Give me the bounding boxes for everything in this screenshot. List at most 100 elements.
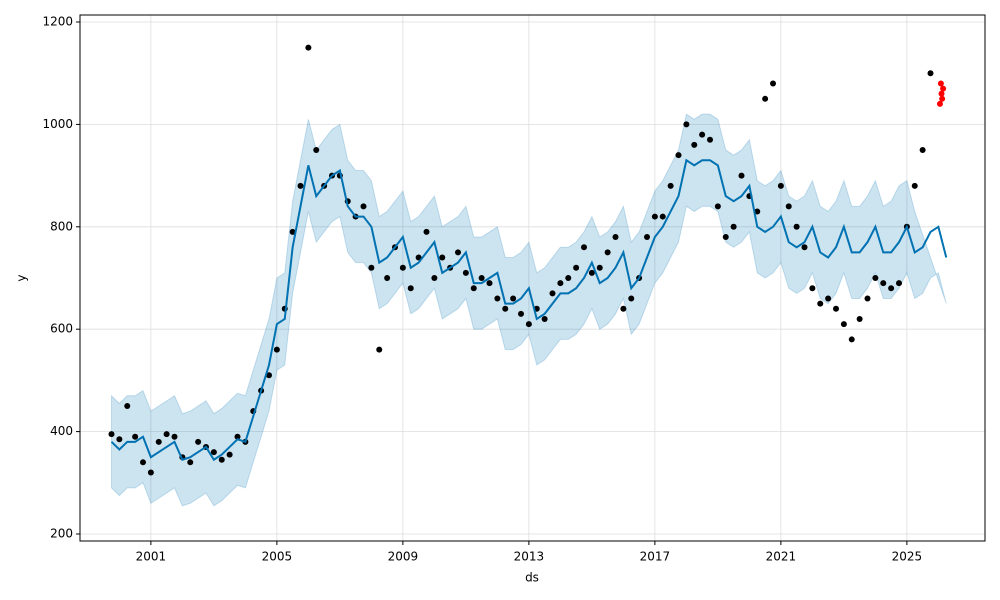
data-point (289, 228, 296, 235)
y-tick-label: 400 (50, 424, 73, 438)
data-point (581, 244, 588, 251)
data-point (848, 336, 855, 343)
y-tick-label: 200 (50, 526, 73, 540)
data-point (384, 275, 391, 281)
y-tick-label: 800 (50, 219, 73, 233)
data-point (833, 305, 840, 312)
data-point (218, 456, 225, 463)
highlight-point (938, 90, 945, 97)
data-point (210, 449, 217, 456)
data-point (888, 285, 895, 292)
data-point (140, 459, 147, 466)
data-point (368, 264, 375, 271)
data-point (896, 280, 903, 287)
data-point (518, 310, 525, 317)
y-tick-label: 600 (50, 322, 73, 336)
data-point (108, 431, 115, 438)
data-point (124, 402, 131, 409)
data-point (399, 264, 406, 271)
data-point (754, 208, 761, 215)
x-tick-label: 2005 (262, 550, 293, 564)
data-point (691, 141, 698, 148)
data-point (927, 70, 934, 77)
data-point (864, 295, 871, 302)
data-point (541, 315, 548, 322)
data-point (171, 433, 178, 440)
x-axis-label: ds (525, 571, 539, 585)
x-tick-label: 2025 (892, 550, 923, 564)
data-point (919, 147, 926, 154)
data-point (163, 431, 170, 438)
data-point (801, 244, 808, 251)
data-point (273, 346, 280, 353)
data-point (195, 438, 202, 445)
data-point (777, 182, 784, 189)
data-point (604, 249, 611, 256)
x-tick-label: 2017 (640, 550, 671, 564)
data-point (817, 300, 824, 307)
data-point (549, 290, 556, 297)
data-point (510, 295, 517, 302)
data-point (565, 275, 572, 281)
data-point (730, 223, 737, 230)
y-axis-label: y (15, 274, 29, 281)
data-point (116, 436, 123, 443)
data-point (155, 438, 162, 445)
data-point (659, 213, 666, 220)
data-point (494, 295, 501, 302)
highlight-point (936, 100, 943, 107)
y-tick-label: 1000 (42, 117, 73, 131)
data-point (415, 254, 422, 261)
data-point (683, 121, 690, 128)
data-point (596, 264, 603, 271)
uncertainty-band (111, 113, 947, 507)
data-point (360, 203, 367, 210)
data-point (722, 234, 729, 241)
data-point (455, 249, 462, 256)
data-point (266, 372, 273, 379)
data-point (707, 136, 714, 143)
data-point (840, 321, 847, 328)
data-point (738, 172, 745, 179)
data-point (470, 285, 477, 292)
data-point (675, 152, 682, 159)
data-point (644, 234, 651, 241)
data-point (132, 433, 139, 440)
data-point (187, 459, 194, 466)
data-point (620, 305, 627, 312)
data-point (793, 223, 800, 230)
highlight-point (940, 85, 947, 92)
forecast-line (110, 158, 948, 462)
x-tick-label: 2001 (136, 550, 167, 564)
data-point (667, 182, 674, 189)
data-point (573, 264, 580, 271)
data-point (431, 275, 438, 281)
data-point (872, 275, 879, 281)
data-point (628, 295, 635, 302)
x-tick-label: 2009 (388, 550, 419, 564)
data-point (234, 433, 241, 440)
data-point (407, 285, 414, 292)
data-point (147, 469, 154, 476)
data-point (297, 182, 304, 189)
data-point (770, 80, 777, 87)
data-point (856, 315, 863, 322)
data-point (588, 269, 595, 276)
data-point (226, 451, 233, 458)
data-point (423, 228, 430, 235)
data-point (880, 280, 887, 287)
y-tick-label: 1200 (42, 15, 73, 29)
data-point (911, 182, 918, 189)
data-point (762, 95, 769, 102)
data-point (502, 305, 509, 312)
plot-frame (79, 14, 986, 542)
x-tick-label: 2021 (766, 550, 797, 564)
x-tick-label: 2013 (514, 550, 545, 564)
data-point (714, 203, 721, 210)
data-point (462, 269, 469, 276)
data-point (809, 285, 816, 292)
data-point (313, 147, 320, 154)
data-point (651, 213, 658, 220)
